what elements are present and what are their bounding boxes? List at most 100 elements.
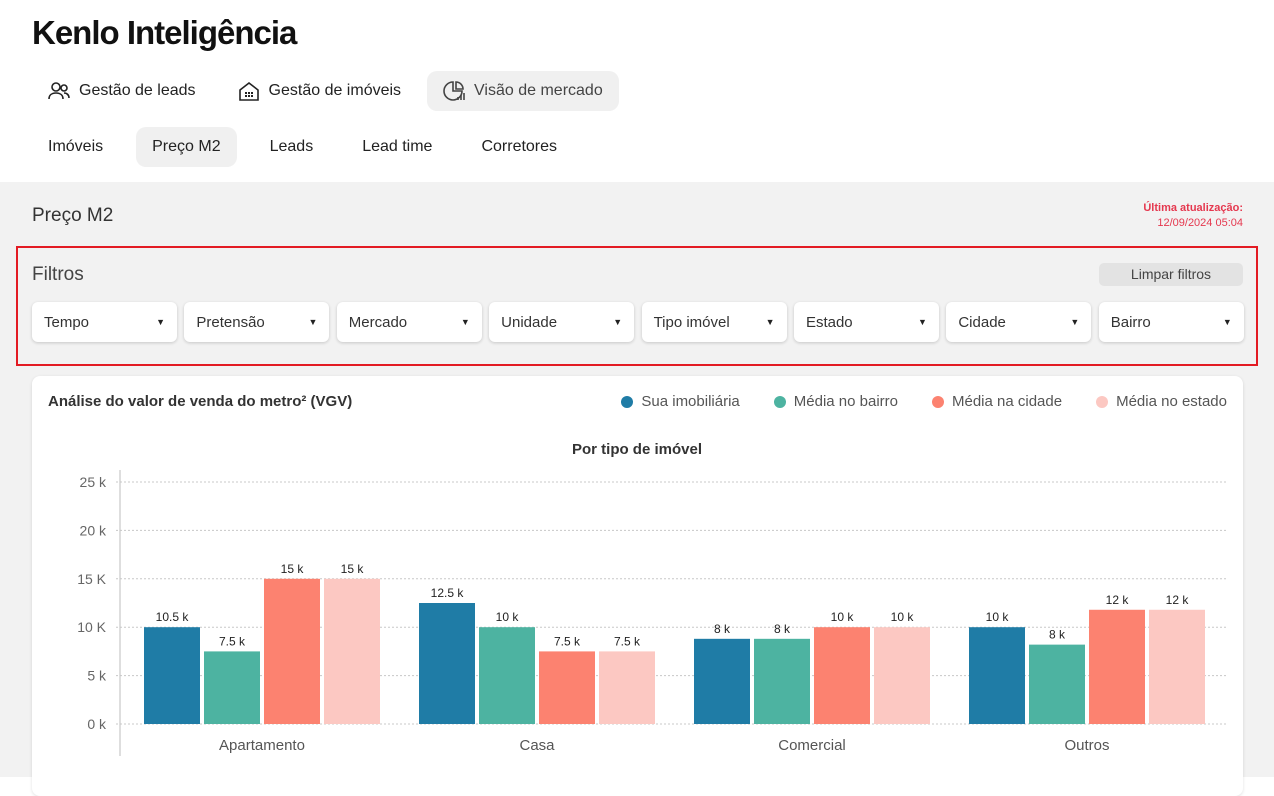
y-tick-label: 20 k — [80, 522, 107, 538]
bar — [1089, 609, 1145, 724]
chart-subtitle: Por tipo de imóvel — [571, 441, 703, 458]
bar — [1149, 609, 1205, 724]
bar — [1029, 644, 1085, 724]
bar — [539, 651, 595, 724]
chart-legend: Sua imobiliária Média no bairro Média na… — [587, 393, 1227, 410]
x-tick-label: Comercial — [778, 737, 846, 754]
filter-unidade[interactable]: Unidade ▼ — [489, 302, 635, 342]
legend-label: Média na cidade — [952, 393, 1063, 410]
bar — [814, 627, 870, 724]
filter-bairro[interactable]: Bairro ▼ — [1098, 302, 1244, 342]
legend-dot — [773, 395, 786, 408]
tab-label: Gestão de imóveis — [268, 82, 402, 99]
legend-label: Média no estado — [1116, 393, 1227, 410]
last-update-value: 12/09/2024 05:04 — [1157, 217, 1243, 229]
bar — [754, 638, 810, 724]
users-icon — [48, 82, 70, 100]
data-label: 15 k — [341, 562, 365, 576]
filter-mercado[interactable]: Mercado ▼ — [336, 302, 482, 342]
filter-pretensao[interactable]: Pretensão ▼ — [184, 302, 330, 342]
legend-item[interactable]: Sua imobiliária — [621, 393, 740, 410]
filter-label: Pretensão — [196, 313, 265, 331]
y-tick-label: 25 k — [80, 474, 107, 490]
bar — [324, 578, 380, 724]
building-icon — [238, 81, 259, 101]
filter-label: Tempo — [44, 313, 90, 331]
subtab-lead-time[interactable]: Lead time — [362, 138, 433, 155]
bar — [969, 627, 1025, 724]
legend-dot — [932, 395, 944, 408]
chart-title: Análise do valor de venda do metro² (VGV… — [48, 393, 353, 410]
bar-chart: 0 k 5 k 10 K 15 K 20 k 25 k 10.5 k 7.5 k 15 k 15 … — [77, 470, 1228, 756]
x-tick-label: Casa — [519, 737, 555, 754]
filters-row: Tempo ▼ Pretensão ▼ Mercado ▼ Unidade ▼ Tipo… — [32, 302, 1244, 342]
bar — [599, 651, 655, 724]
bar — [204, 651, 260, 724]
legend-label: Média no bairro — [793, 393, 898, 410]
filters-highlight — [16, 246, 1258, 366]
subtab-imoveis[interactable]: Imóveis — [48, 138, 104, 155]
legend-item[interactable]: Média no bairro — [773, 393, 898, 410]
data-label: 10 k — [986, 610, 1010, 624]
subtab-corretores[interactable]: Corretores — [481, 138, 558, 155]
filters-title: Filtros — [32, 264, 84, 285]
sub-nav: Imóveis Preço M2 Leads Lead time Correto… — [32, 127, 590, 167]
bar — [264, 578, 320, 724]
bar — [874, 627, 930, 724]
legend-label: Sua imobiliária — [641, 393, 740, 410]
caret-down-icon: ▼ — [1222, 317, 1232, 327]
caret-down-icon: ▼ — [918, 317, 927, 327]
caret-down-icon: ▼ — [1070, 317, 1080, 327]
filter-estado[interactable]: Estado ▼ — [793, 302, 939, 342]
page-title: Preço M2 — [32, 205, 114, 226]
data-label: 10 k — [831, 610, 855, 624]
legend-item[interactable]: Média na cidade — [932, 393, 1062, 410]
data-label: 12 k — [1166, 593, 1190, 607]
y-tick-label: 15 K — [77, 571, 106, 587]
legend-dot — [621, 395, 634, 408]
data-label: 10.5 k — [156, 610, 190, 624]
filter-tempo[interactable]: Tempo ▼ — [32, 302, 177, 342]
clear-filters-button[interactable]: Limpar filtros — [1099, 263, 1243, 286]
filter-tipo-imovel[interactable]: Tipo imóvel ▼ — [641, 302, 787, 342]
data-label: 10 k — [891, 610, 915, 624]
tab-gestao-de-imoveis[interactable]: Gestão de imóveis — [222, 71, 418, 111]
filter-label: Estado — [805, 313, 853, 331]
data-label: 12 k — [1106, 593, 1130, 607]
legend-item[interactable]: Média no estado — [1096, 393, 1227, 410]
tab-gestao-de-leads[interactable]: Gestão de leads — [32, 71, 212, 111]
bar — [479, 627, 535, 724]
x-tick-label: Outros — [1064, 737, 1109, 754]
data-label: 8 k — [714, 622, 731, 636]
data-label: 7.5 k — [554, 634, 581, 648]
y-tick-label: 0 k — [87, 716, 107, 732]
caret-down-icon: ▼ — [156, 317, 165, 327]
data-label: 12.5 k — [431, 586, 465, 600]
filter-label: Tipo imóvel — [653, 313, 730, 331]
bar — [419, 603, 475, 724]
filter-label: Bairro — [1110, 313, 1151, 331]
bar — [144, 627, 200, 724]
data-label: 8 k — [1049, 628, 1066, 642]
y-tick-label: 10 K — [77, 619, 106, 635]
bar — [694, 638, 750, 724]
filter-label: Unidade — [501, 313, 558, 331]
filter-cidade[interactable]: Cidade ▼ — [946, 302, 1092, 342]
last-update-label: Última atualização: — [1143, 202, 1243, 214]
caret-down-icon: ▼ — [613, 317, 623, 327]
data-label: 7.5 k — [219, 634, 246, 648]
tab-label: Visão de mercado — [474, 82, 603, 99]
data-label: 7.5 k — [614, 634, 641, 648]
subtab-preco-m2[interactable]: Preço M2 — [136, 127, 237, 167]
y-tick-label: 5 k — [87, 668, 107, 684]
main-nav: Gestão de leads Gestão de imóveis Visão … — [32, 71, 629, 111]
caret-down-icon: ▼ — [460, 317, 470, 327]
subtab-leads[interactable]: Leads — [269, 138, 314, 155]
legend-dot — [1096, 395, 1109, 408]
data-label: 10 k — [496, 610, 520, 624]
filter-label: Cidade — [958, 313, 1006, 331]
tab-label: Gestão de leads — [79, 82, 196, 99]
data-label: 8 k — [774, 622, 791, 636]
tab-visao-de-mercado[interactable]: Visão de mercado — [427, 71, 619, 111]
caret-down-icon: ▼ — [765, 317, 775, 327]
